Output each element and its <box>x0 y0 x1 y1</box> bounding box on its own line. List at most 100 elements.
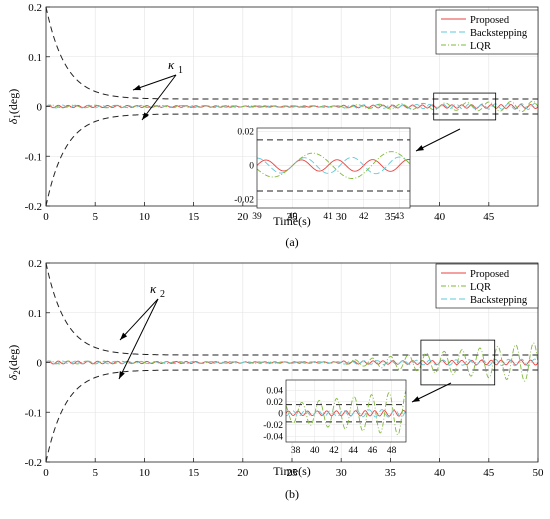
x-tick-label: 5 <box>92 211 98 223</box>
series-line-lqr <box>45 100 539 113</box>
legend-label-lqr: LQR <box>470 282 491 293</box>
inset-series-lqr <box>286 390 406 436</box>
kappa-arrow <box>141 74 177 121</box>
y-tick-label: 0.2 <box>28 2 42 14</box>
y-tick-label: -0.1 <box>25 151 42 163</box>
series-line-proposed <box>45 104 539 109</box>
x-tick-label: 20 <box>237 467 249 479</box>
kappa-arrow-head <box>120 332 128 340</box>
inset-x-tick-label: 41 <box>323 212 333 222</box>
y-tick-label: -0.2 <box>25 201 42 213</box>
inset-series-lqr <box>257 151 410 179</box>
x-tick-label: 35 <box>385 211 397 223</box>
inset-y-tick-label: -0.02 <box>234 195 254 205</box>
inset-grid <box>286 380 406 442</box>
inset-x-tick-label: 38 <box>291 446 301 456</box>
kappa-subscript: 2 <box>160 289 165 300</box>
x-tick-label: 40 <box>434 467 446 479</box>
series-line-backstepping <box>45 358 539 367</box>
kappa-label: κ <box>168 57 175 72</box>
kappa-subscript: 1 <box>178 65 183 76</box>
x-tick-label: 10 <box>139 467 151 479</box>
zoom-box <box>433 92 497 121</box>
inset-x-tick-label: 42 <box>359 212 369 222</box>
inset-frame <box>285 379 407 443</box>
legend-label-backstepping: Backstepping <box>470 295 528 306</box>
inset-plot <box>257 139 410 192</box>
legend-label-lqr: LQR <box>470 41 491 52</box>
inset-y-tick-label: 0 <box>249 161 254 171</box>
inset: 38 40 42 44 46 48 -0.04-0.02 00.02 0.04 <box>263 379 407 456</box>
inset-x-tick-label: 48 <box>387 446 397 456</box>
legend-label-proposed: Proposed <box>470 269 510 280</box>
x-tick-label: 25 <box>287 467 299 479</box>
y-tick-label: 0.1 <box>28 52 42 64</box>
legend-label-backstepping: Backstepping <box>470 28 528 39</box>
kappa-arrow <box>132 74 177 91</box>
inset-y-tick-label: 0.02 <box>237 127 254 137</box>
x-axis-label: Time(s) <box>273 214 311 228</box>
kappa-arrow <box>118 298 159 380</box>
upper-bound-curve <box>45 6 538 100</box>
inset-y-tick-label: 0 <box>278 409 283 419</box>
inset-plot <box>286 390 406 436</box>
x-tick-label: 0 <box>43 211 49 223</box>
inset-x-tick-label: 46 <box>368 446 378 456</box>
kappa-arrow-head <box>142 112 149 120</box>
kappa-arrow-head <box>119 371 125 379</box>
x-tick-label: 0 <box>43 467 49 479</box>
inset-y-tick-label: -0.02 <box>263 421 283 431</box>
inset-series-backstepping <box>257 156 410 175</box>
zoom-arrow-head <box>412 396 420 402</box>
y-tick-label: 0.2 <box>28 258 42 270</box>
y-axis-label: δ1(deg) <box>6 89 22 124</box>
inset-y-tick-label: 0.02 <box>266 398 283 408</box>
x-tick-label: 25 <box>287 211 299 223</box>
x-tick-label: 15 <box>188 211 200 223</box>
x-tick-label: 50 <box>533 467 545 479</box>
x-tick-label: 10 <box>139 211 151 223</box>
inset-x-tick-label: 40 <box>310 446 320 456</box>
series-line-backstepping <box>45 103 539 110</box>
zoom-arrow-head <box>416 145 424 151</box>
inset-x-tick-label: 42 <box>329 446 339 456</box>
x-tick-label: 30 <box>336 467 348 479</box>
legend: Proposed LQR Backstepping <box>435 263 539 309</box>
inset-y-tick-label: -0.04 <box>263 432 283 442</box>
y-tick-label: 0 <box>37 358 43 370</box>
inset: 39 40 41 42 43 -0.02 0 0.02 <box>234 127 411 222</box>
inset-grid <box>256 128 410 208</box>
lower-bound-curve <box>45 113 538 207</box>
legend: Proposed Backstepping LQR <box>435 9 539 55</box>
zoom-arrow <box>415 128 461 152</box>
y-axis-label: δ2(deg) <box>6 345 22 380</box>
inset-x-tick-label: 39 <box>252 212 262 222</box>
zoom-box <box>420 339 496 386</box>
inset-frame <box>256 127 411 209</box>
kappa-arrow-head <box>133 84 141 91</box>
x-tick-label: 45 <box>483 467 495 479</box>
upper-bound-curve <box>45 262 538 356</box>
y-tick-label: -0.2 <box>25 457 42 469</box>
legend-label-proposed: Proposed <box>470 15 510 26</box>
inset-series-backstepping <box>286 409 406 418</box>
y-tick-label: 0.1 <box>28 308 42 320</box>
inset-y-tick-label: 0.04 <box>266 386 283 396</box>
x-tick-label: 30 <box>336 211 348 223</box>
panel-b: κ 20 5 10 15 20 25 30 35 40 45 50-0.2-0.100.10.2Tim… <box>6 258 544 501</box>
inset-x-tick-label: 43 <box>395 212 405 222</box>
inset-x-tick-label: 40 <box>288 212 298 222</box>
kappa-label: κ <box>150 281 157 296</box>
kappa-arrow <box>119 298 159 341</box>
panel-label: (b) <box>285 487 299 501</box>
y-tick-label: 0 <box>37 102 43 114</box>
x-tick-label: 40 <box>434 211 446 223</box>
panel-a: κ 10 5 10 15 20 25 30 35 40 45-0.2-0.100.10.2Time(… <box>6 2 539 249</box>
x-tick-label: 20 <box>237 211 249 223</box>
x-axis-label: Time(s) <box>273 464 311 478</box>
y-tick-label: -0.1 <box>25 407 42 419</box>
x-tick-label: 45 <box>483 211 495 223</box>
panel-label: (a) <box>285 235 298 249</box>
x-tick-label: 35 <box>385 467 397 479</box>
